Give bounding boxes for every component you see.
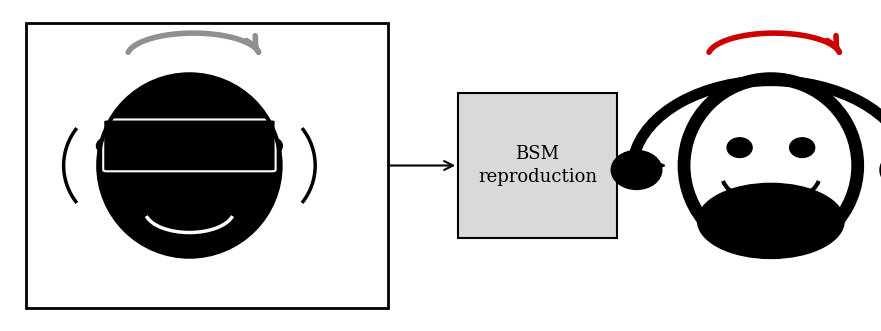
Ellipse shape [100, 76, 278, 255]
Ellipse shape [97, 138, 116, 154]
Ellipse shape [789, 138, 815, 158]
Bar [26, 23, 388, 308]
Ellipse shape [727, 138, 752, 158]
Ellipse shape [122, 168, 256, 249]
Text: BSM
reproduction: BSM reproduction [478, 145, 597, 186]
Ellipse shape [263, 138, 282, 154]
Ellipse shape [691, 85, 851, 246]
Ellipse shape [612, 151, 661, 189]
Ellipse shape [698, 183, 844, 259]
Ellipse shape [698, 97, 844, 243]
Bar [105, 153, 274, 169]
Bar [458, 93, 617, 238]
FancyBboxPatch shape [103, 119, 276, 171]
Ellipse shape [682, 76, 860, 255]
